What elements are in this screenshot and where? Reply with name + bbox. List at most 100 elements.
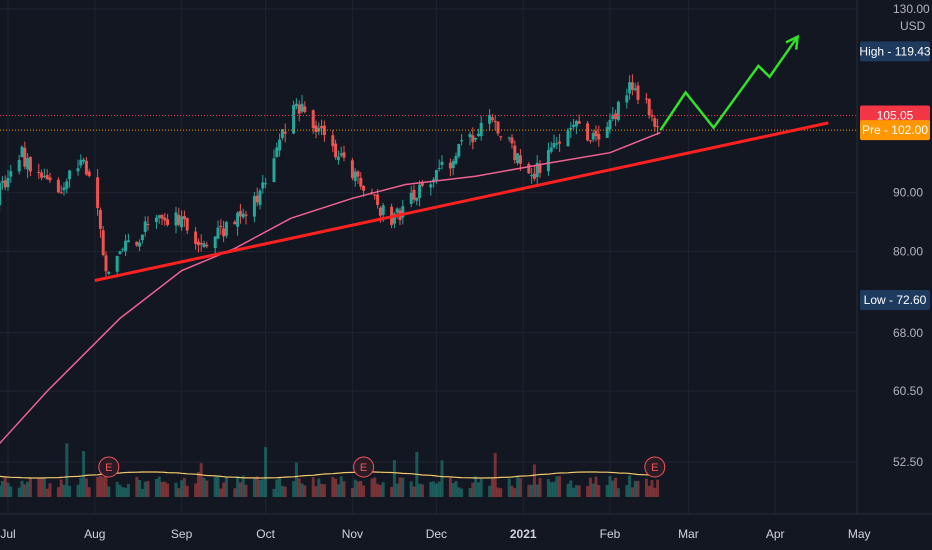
volume-bar [311,477,315,497]
last-price-tag-text: 105.05 [877,108,914,122]
candle-body [297,104,301,114]
volume-ma-line [0,471,658,479]
candle-body [476,133,480,136]
candle-body [376,194,380,205]
volume-bar [252,477,256,497]
candle-body [440,161,444,165]
candle-body [546,150,550,172]
candle-body [359,177,363,187]
volume-bar [538,478,542,497]
earnings-marker[interactable]: E [644,456,666,478]
price-tick-label: 130.00 [893,2,930,16]
candle-body [314,125,318,133]
volume-bar [278,477,282,497]
candle-body [157,215,161,218]
volume-bar [294,462,298,497]
volume-bar [356,481,360,497]
volume-bar [101,476,105,497]
candle-body [395,208,399,213]
candle-body [342,152,346,158]
volume-bar [530,484,534,497]
candle-body [98,210,102,229]
candle-body [177,214,181,225]
earnings-marker[interactable]: E [353,456,375,478]
candle-body [451,161,455,169]
volume-bar [471,482,475,497]
volume-bar [180,480,184,497]
candle-body [163,217,167,221]
candle-body [107,272,111,274]
candle-body [362,185,366,191]
candle-body [373,194,377,196]
support-trendline[interactable] [94,121,829,282]
volume-bar [586,486,590,497]
volume-bar [199,463,203,497]
candle-body [597,133,601,140]
volume-bar [493,453,497,497]
candle-body [510,137,514,144]
volume-bar [233,488,237,497]
volume-pane [0,443,660,497]
candle-body [236,212,240,227]
volume-bar [342,481,346,497]
candle-body [331,135,335,147]
volume-bar [23,484,27,497]
volume-bar [395,483,399,497]
time-axis-background[interactable] [0,514,932,550]
candle-body [527,164,531,174]
volume-bar [222,482,226,497]
volume-bar [317,478,321,497]
volume-bar [628,475,632,497]
candle-body [121,248,125,250]
candle-body [356,171,360,177]
volume-bar [650,480,654,497]
time-axis-labels: Jul Aug Sep Oct Nov Dec 2021 Feb Mar Apr May [0,527,870,541]
volume-bar [314,486,318,497]
candle-body [199,242,203,245]
volume-bar [224,476,228,497]
volume-bar [608,476,612,497]
earnings-marker-circle [98,456,120,478]
candle-body [104,255,108,272]
volume-bar [146,480,150,497]
volume-bar [79,477,83,497]
volume-bar [160,481,164,497]
grid-lines [0,0,860,514]
volume-bar [513,488,517,497]
high-price-tag-bg [860,41,930,62]
candle-body [180,216,184,228]
candle-body [124,240,128,252]
volume-bar [490,478,494,497]
candle-body [409,192,413,204]
candle-body [62,187,66,191]
volume-bar [474,476,478,497]
volume-bar [605,485,609,497]
volume-bar [468,488,472,497]
volume-bar [205,480,209,497]
candle-body [0,182,2,206]
volume-bar [82,451,86,497]
candle-body [392,213,396,224]
volume-bar [202,477,206,497]
candle-body [194,231,198,244]
volume-bar [65,443,69,497]
price-tick-label: 90.00 [893,186,923,200]
volume-bar [166,483,170,497]
candle-body [488,114,492,124]
candle-body [611,114,615,120]
volume-bar [163,481,167,497]
earnings-marker[interactable]: E [98,456,120,478]
candle-body [143,221,147,232]
volume-bar [572,487,576,497]
moving-average-line[interactable] [0,131,661,462]
candle-body [166,219,170,225]
price-axis-background[interactable] [857,0,932,514]
candle-body [317,127,321,132]
projection-path[interactable] [659,35,799,131]
volume-bar [26,481,30,497]
volume-bar [644,478,648,497]
candle-body [507,137,511,139]
volume-bar [107,486,111,497]
low-price-tag-bg [860,290,930,311]
